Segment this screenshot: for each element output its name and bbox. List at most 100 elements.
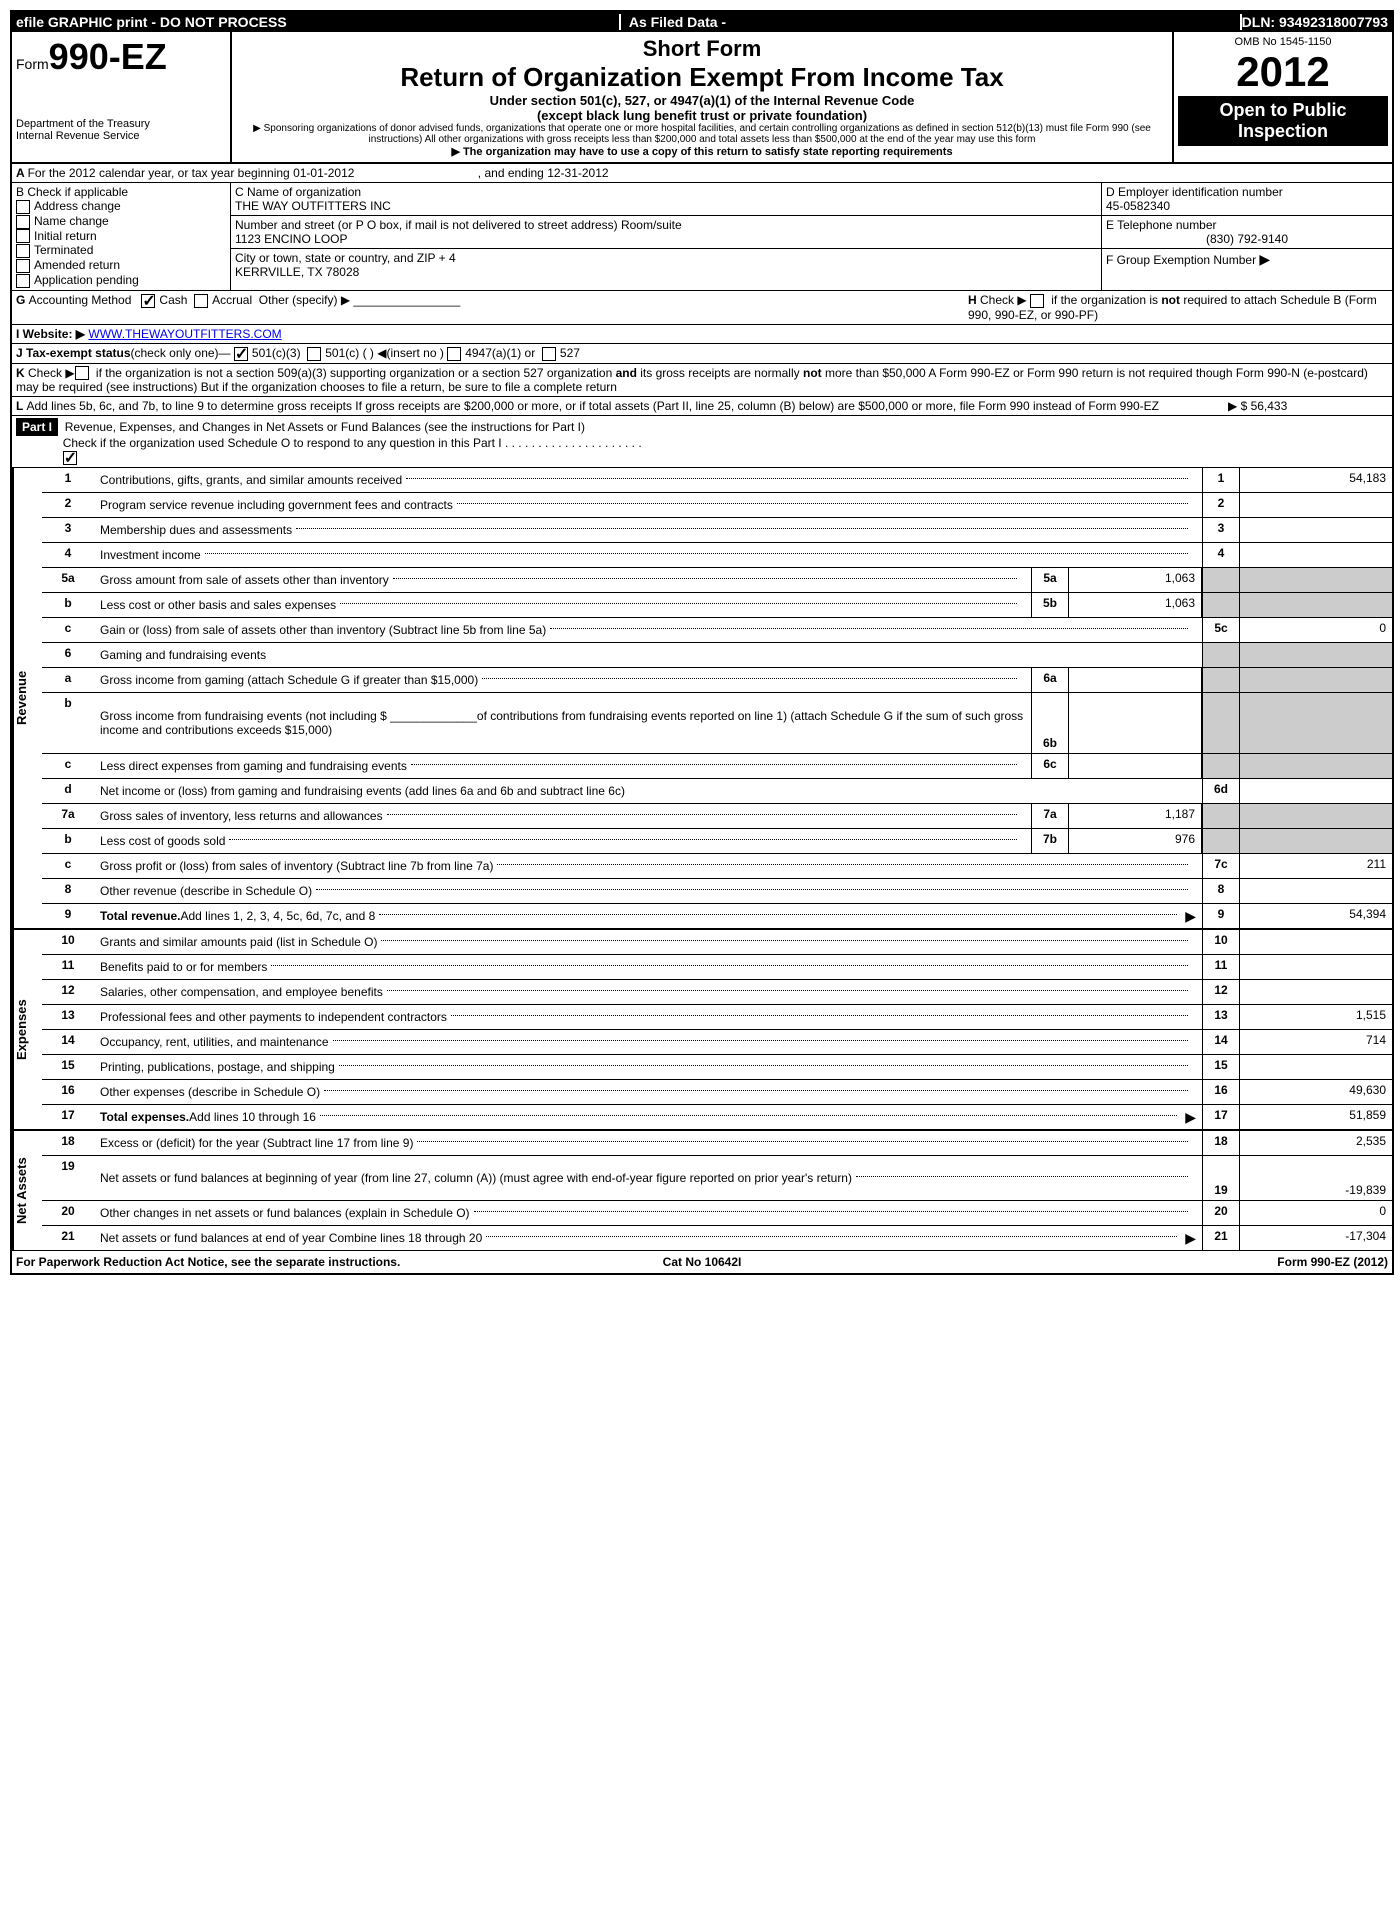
j-o2: 501(c) ( ) ◀(insert no ) [325,346,444,360]
l6c-d: Less direct expenses from gaming and fun… [100,759,407,773]
row-a-text: For the 2012 calendar year, or tax year … [28,166,355,180]
netassets-section: Net Assets 18Excess or (deficit) for the… [12,1129,1392,1250]
cb-k[interactable] [75,366,89,380]
subtitle1: Under section 501(c), 527, or 4947(a)(1)… [236,93,1168,108]
l5c-d: Gain or (loss) from sale of assets other… [100,623,546,637]
l18-v: 2,535 [1239,1131,1392,1155]
dept2: Internal Revenue Service [16,130,226,142]
colb-hdr: Check if applicable [27,185,128,199]
subtitle2: (except black lung benefit trust or priv… [236,108,1168,123]
l11-v [1239,955,1392,979]
l6d-d: Net income or (loss) from gaming and fun… [100,784,625,798]
l7a-d: Gross sales of inventory, less returns a… [100,809,383,823]
l14-d: Occupancy, rent, utilities, and maintena… [100,1035,329,1049]
g-cash: Cash [159,293,187,307]
j-o4: 527 [560,346,580,360]
l21-v: -17,304 [1239,1226,1392,1250]
form-prefix: Form [16,56,49,72]
city-lbl: City or town, state or country, and ZIP … [235,251,456,265]
form-990ez: efile GRAPHIC print - DO NOT PROCESS As … [10,10,1394,1275]
col-d: D Employer identification number45-05823… [1102,183,1392,290]
part1-note: (see the instructions for Part I) [424,420,585,434]
cb-sched-o[interactable] [63,451,77,465]
row-a-ending: , and ending 12-31-2012 [478,166,609,180]
omb-no: OMB No 1545-1150 [1178,36,1388,48]
k-and: and [616,366,637,380]
tel-lbl: Telephone number [1117,218,1216,232]
colb-0: Address change [34,199,121,213]
entity-section: B Check if applicable Address change Nam… [12,183,1392,291]
cb-h[interactable] [1030,294,1044,308]
cb-name[interactable] [16,215,30,229]
revenue-section: Revenue 1Contributions, gifts, grants, a… [12,468,1392,928]
footer-r1: Form [1277,1255,1310,1269]
cb-pending[interactable] [16,274,30,288]
sec-j: J Tax-exempt status(check only one)— 501… [12,344,1392,364]
l11-d: Benefits paid to or for members [100,960,267,974]
l17-d2: Add lines 10 through 16 [189,1110,316,1124]
form-number: Form990-EZ [16,36,226,78]
colb-3: Terminated [34,243,93,257]
l10-v [1239,930,1392,954]
l18-d: Excess or (deficit) for the year (Subtra… [100,1136,413,1150]
l2-d: Program service revenue including govern… [100,498,453,512]
footer-r2: 990-EZ [1311,1255,1350,1269]
l9-arrow: ▶ [1185,908,1196,925]
cb-4947[interactable] [447,347,461,361]
open1: Open to Public [1219,100,1346,120]
l17-d: Total expenses. [100,1110,189,1124]
part1-title: Revenue, Expenses, and Changes in Net As… [65,420,421,434]
k-text: Check ▶ [28,366,75,380]
dept1: Department of the Treasury [16,118,226,130]
g-other: Other (specify) ▶ [259,293,350,307]
website-link[interactable]: WWW.THEWAYOUTFITTERS.COM [88,327,281,341]
cb-initial[interactable] [16,229,30,243]
l20-v: 0 [1239,1201,1392,1225]
topbar-mid: As Filed Data - [619,14,1242,30]
l21-arrow: ▶ [1185,1230,1196,1247]
l16-v: 49,630 [1239,1080,1392,1104]
sec-k: K Check ▶ if the organization is not a s… [12,364,1392,398]
cb-527[interactable] [542,347,556,361]
l7c-v: 211 [1239,854,1392,878]
l7c-d: Gross profit or (loss) from sales of inv… [100,859,493,873]
l17-v: 51,859 [1239,1105,1392,1129]
j-o1: 501(c)(3) [252,346,301,360]
l7b-d: Less cost of goods sold [100,834,225,848]
sec-gh: G Accounting Method Cash Accrual Other (… [12,291,1392,325]
l5a-v: 1,063 [1069,568,1202,592]
j-text: (check only one)— [131,346,231,360]
l16-d: Other expenses (describe in Schedule O) [100,1085,320,1099]
cb-address[interactable] [16,200,30,214]
colb-1: Name change [34,214,109,228]
side-revenue: Revenue [12,468,42,928]
cb-cash[interactable] [141,294,155,308]
colb-4: Amended return [34,258,120,272]
l5c-v: 0 [1239,618,1392,642]
l13-v: 1,515 [1239,1005,1392,1029]
side-netassets: Net Assets [12,1131,42,1250]
l4-d: Investment income [100,548,201,562]
l1-d: Contributions, gifts, grants, and simila… [100,473,402,487]
cb-accrual[interactable] [194,294,208,308]
cb-501c3[interactable] [234,347,248,361]
l3-v [1239,518,1392,542]
topbar-right: DLN: 93492318007793 [1242,14,1388,30]
l15-d: Printing, publications, postage, and shi… [100,1060,335,1074]
cb-terminated[interactable] [16,244,30,258]
l20-d: Other changes in net assets or fund bala… [100,1206,470,1220]
l-text: Add lines 5b, 6c, and 7b, to line 9 to d… [26,399,1159,413]
topbar-left: efile GRAPHIC print - DO NOT PROCESS [16,14,619,30]
l8-d: Other revenue (describe in Schedule O) [100,884,312,898]
i-lbl: Website: ▶ [23,327,85,341]
j-o3: 4947(a)(1) or [465,346,535,360]
l10-d: Grants and similar amounts paid (list in… [100,935,377,949]
l19-d: Net assets or fund balances at beginning… [100,1171,852,1185]
l5b-v: 1,063 [1069,593,1202,617]
col-c: C Name of organizationTHE WAY OUTFITTERS… [231,183,1102,290]
cb-amended[interactable] [16,259,30,273]
l9-v: 54,394 [1239,904,1392,928]
cb-501c[interactable] [307,347,321,361]
l2-v [1239,493,1392,517]
l8-v [1239,879,1392,903]
